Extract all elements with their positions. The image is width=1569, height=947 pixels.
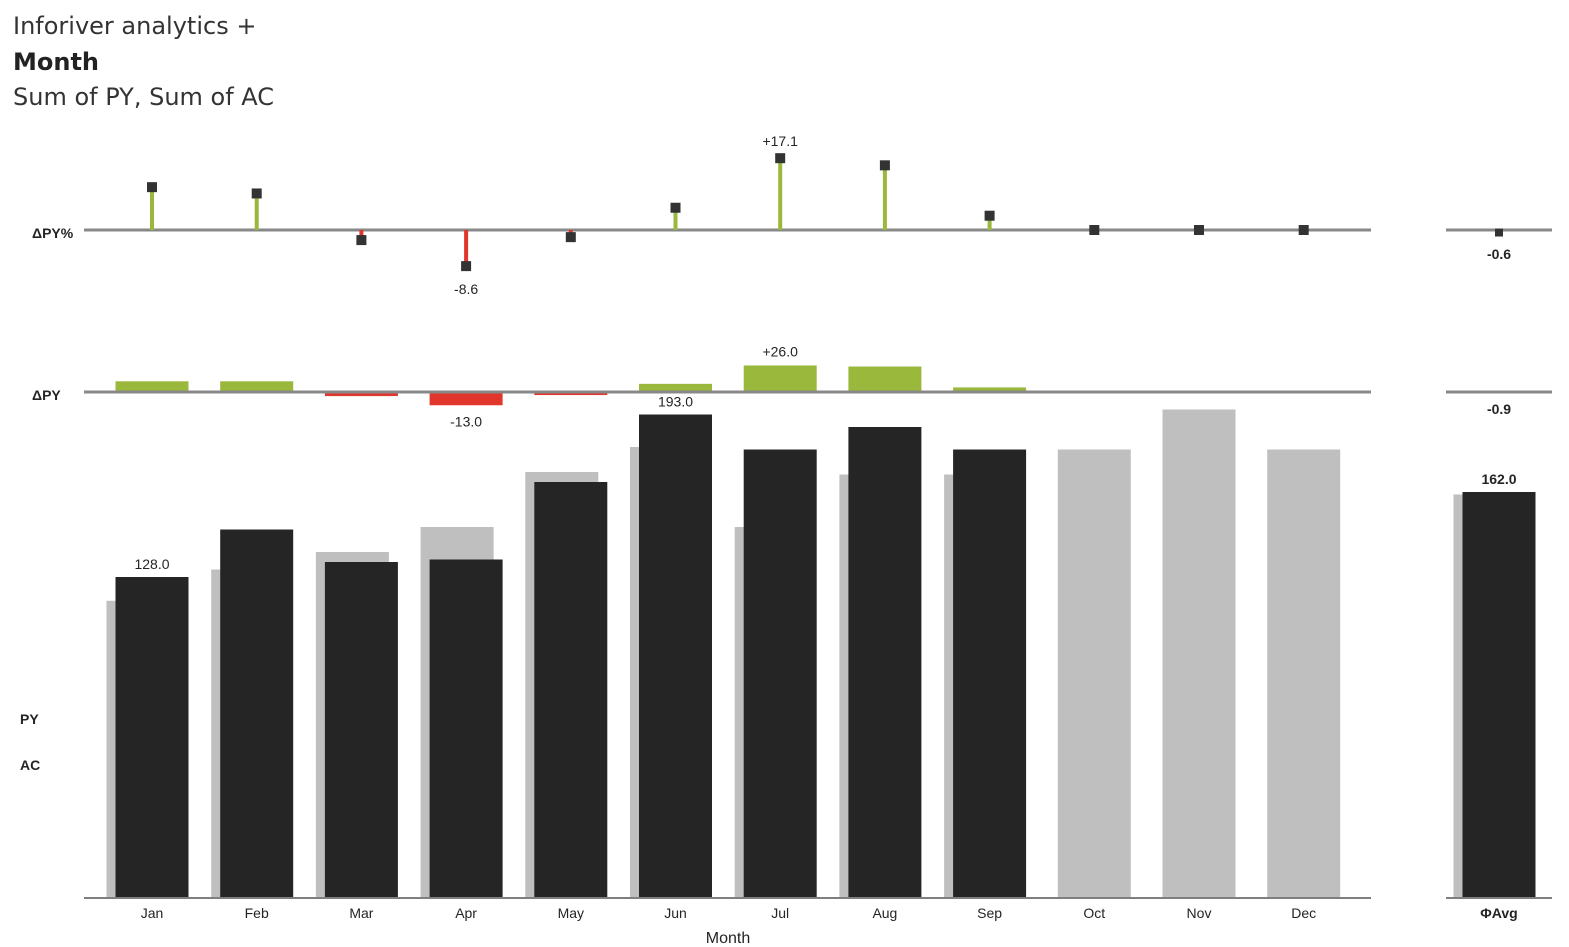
chart-title-line-1: Inforiver analytics + [13, 12, 257, 40]
py-bar [1057, 449, 1131, 897]
py-bar [1162, 409, 1236, 897]
delta-py-bar [848, 366, 922, 392]
ac-bar [848, 427, 922, 897]
x-tick-label: Nov [1187, 905, 1212, 921]
delta-py-bar [220, 381, 294, 392]
x-tick-label: Sep [977, 905, 1002, 921]
delta-py-bar [429, 392, 503, 406]
delta-py-pct-marker [565, 232, 576, 243]
ac-data-label: 193.0 [658, 394, 693, 410]
ac-data-label: 128.0 [134, 556, 169, 572]
chart-title-line-2: Month [13, 48, 100, 76]
delta-py-data-label: -13.0 [450, 413, 482, 429]
delta-py-bar [639, 383, 712, 392]
avg-delta-py-pct-label: -0.6 [1487, 246, 1511, 262]
avg-delta-py-pct-marker [1495, 228, 1503, 237]
delta-py-bar [953, 387, 1027, 392]
delta-py-pct-marker [775, 153, 786, 164]
delta-py-pct-marker [1194, 225, 1204, 235]
delta-py-pct-marker [879, 160, 890, 171]
delta-py-pct-marker [147, 182, 157, 193]
avg-tick-label: ΦAvg [1480, 905, 1517, 921]
ac-bar [639, 414, 712, 897]
ac-bar [743, 449, 817, 897]
delta-py-bar [743, 365, 817, 392]
delta-py-pct-data-label: -8.6 [454, 281, 478, 297]
x-tick-label: Dec [1291, 905, 1316, 921]
chart-title-line-3: Sum of PY, Sum of AC [13, 83, 275, 111]
avg-delta-py-label: -0.9 [1487, 401, 1511, 417]
ac-bar [220, 529, 294, 897]
avg-ac-label: 162.0 [1481, 471, 1516, 487]
x-axis-title: Month [706, 930, 750, 947]
delta-py-pct-marker [1089, 225, 1100, 235]
x-tick-label: Jul [771, 905, 789, 921]
ac-bar [953, 449, 1027, 897]
delta-py-pct-data-label: +17.1 [762, 133, 798, 149]
x-tick-label: Jan [141, 905, 164, 921]
delta-py-pct-marker [251, 188, 262, 199]
delta-py-pct-marker [670, 202, 681, 213]
row-label-ac: AC [20, 757, 40, 773]
x-tick-label: Feb [245, 905, 269, 921]
x-tick-label: Oct [1083, 905, 1105, 921]
ac-bar [324, 562, 398, 897]
row-label-delta-py: ΔPY [32, 387, 61, 403]
delta-py-data-label: +26.0 [762, 343, 798, 359]
ac-bar [534, 482, 608, 897]
x-tick-label: Mar [349, 905, 373, 921]
x-tick-label: Aug [872, 905, 897, 921]
x-tick-label: Jun [664, 905, 687, 921]
delta-py-bar [324, 392, 398, 397]
x-tick-label: May [558, 905, 584, 921]
delta-py-pct-marker [356, 235, 367, 246]
delta-py-pct-marker [461, 261, 472, 272]
ac-bar [115, 577, 189, 897]
avg-ac-bar [1462, 492, 1536, 897]
delta-py-pct-marker [984, 210, 995, 221]
ac-bar [429, 559, 503, 897]
py-bar [1267, 449, 1341, 897]
row-label-py: PY [20, 711, 39, 727]
delta-py-bar [115, 381, 189, 392]
x-tick-label: Apr [455, 905, 477, 921]
delta-py-pct-marker [1298, 225, 1309, 235]
delta-py-bar [534, 392, 608, 396]
row-label-delta-py-pct: ΔPY% [32, 225, 74, 241]
